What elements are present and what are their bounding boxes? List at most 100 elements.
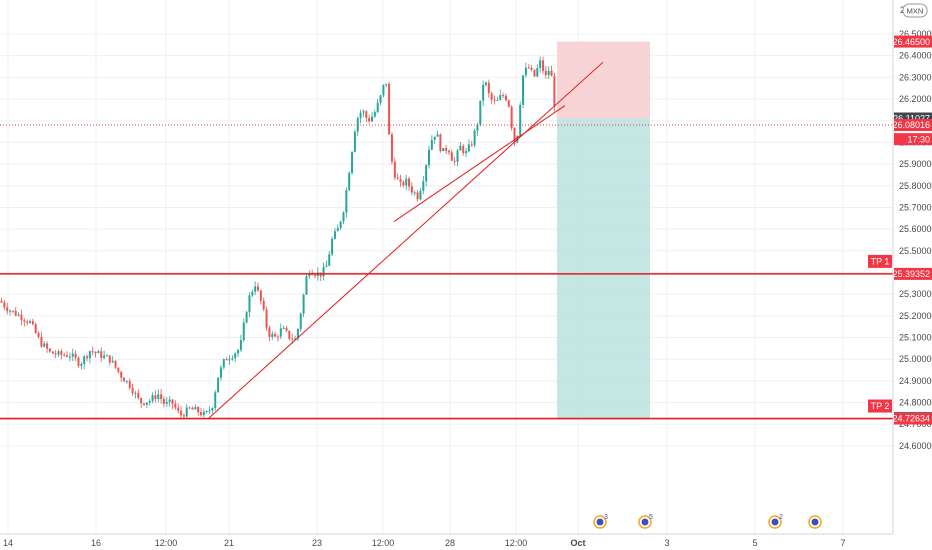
candle-body	[385, 83, 388, 85]
candle-body	[185, 407, 188, 417]
candle-body	[467, 144, 470, 152]
event-flag-icon	[771, 518, 779, 526]
candle-body	[493, 99, 496, 101]
candle-body	[237, 350, 240, 354]
candle-body	[202, 411, 205, 416]
trendline[interactable]	[393, 105, 566, 222]
candle-body	[9, 310, 12, 312]
candle-body	[339, 221, 342, 229]
candle-body	[504, 95, 507, 101]
candle-body	[542, 60, 544, 71]
candle-body	[376, 102, 379, 113]
candle-body	[43, 343, 46, 347]
candle-body	[485, 82, 487, 85]
candle-body	[522, 75, 525, 105]
x-tick-label: 14	[3, 538, 13, 548]
candle-body	[530, 67, 533, 70]
candle-body	[276, 336, 279, 338]
y-tick-label: 25.20000	[899, 311, 932, 321]
level-tag[interactable]: TP 2	[868, 399, 892, 413]
candle-body	[154, 395, 157, 399]
candle-body	[205, 410, 208, 412]
y-tick-label: 25.10000	[899, 333, 932, 343]
y-tick-label: 24.90000	[899, 376, 932, 386]
trendline[interactable]	[207, 61, 604, 420]
horizontal-levels[interactable]	[0, 273, 893, 420]
x-tick-label: 23	[312, 538, 322, 548]
candle-body	[94, 352, 97, 354]
candle-body	[17, 314, 20, 316]
candle-body	[536, 67, 539, 77]
time-axis[interactable]: 14 16 12:00 21 23 12:00 28 12:00 Oct 3 5 7	[0, 533, 932, 550]
candle-body	[117, 367, 120, 372]
axis-price-tag-label: 25.39352	[892, 269, 930, 279]
currency-badge[interactable]: MXN	[902, 3, 928, 18]
candle-body	[171, 399, 174, 404]
candle-body	[328, 254, 331, 266]
candle-body	[143, 403, 145, 405]
candle-body	[388, 83, 391, 135]
candle-body	[234, 353, 237, 359]
axis-price-tag: 24.72634	[892, 412, 932, 425]
candle-body	[439, 134, 442, 152]
candle-body	[46, 343, 49, 349]
candle-body	[131, 387, 134, 394]
candle-body	[459, 145, 462, 151]
y-tick-label: 25.80000	[899, 181, 932, 191]
event-markers[interactable]: 3 5 2	[593, 514, 822, 529]
candle-body	[396, 177, 399, 180]
level-tag[interactable]: TP 1	[868, 254, 892, 268]
candle-body	[527, 67, 530, 69]
x-tick-label: 21	[224, 538, 234, 548]
candle-body	[325, 265, 328, 268]
axis-price-tag: 26.08016	[892, 119, 932, 132]
event-marker[interactable]: 5	[638, 514, 653, 529]
candle-body	[180, 410, 183, 416]
candle-body	[197, 407, 200, 413]
candle-body	[428, 149, 430, 166]
event-marker[interactable]: 3	[593, 514, 608, 529]
candle-body	[502, 95, 505, 97]
candle-body	[433, 136, 436, 140]
event-marker[interactable]	[808, 515, 822, 529]
candle-body	[182, 415, 185, 417]
candle-body	[111, 360, 114, 363]
candle-body	[362, 111, 365, 113]
axis-price-tag-bg	[894, 133, 932, 146]
event-marker[interactable]: 2	[768, 514, 783, 529]
candle-body	[228, 359, 231, 361]
candle-body	[299, 313, 302, 329]
candle-body	[453, 160, 456, 162]
candle-body	[524, 67, 527, 76]
candle-body	[550, 70, 553, 77]
axis-price-tag-label: 17:30	[907, 134, 930, 144]
event-flag-icon	[596, 518, 604, 526]
candle-body	[91, 351, 94, 353]
candle-body	[331, 238, 334, 255]
y-tick-label: 26.40000	[899, 51, 932, 61]
candle-body	[242, 322, 245, 341]
axis-price-tag-label: 26.11027	[893, 114, 930, 124]
candle-body	[365, 111, 368, 118]
price-axis[interactable]: 26.5000026.4000026.3000026.2000026.10000…	[892, 0, 932, 534]
candle-body	[114, 360, 117, 368]
candle-body	[257, 286, 259, 291]
event-flag-icon	[641, 518, 649, 526]
short-position-box[interactable]	[557, 41, 650, 418]
x-tick-label: 5	[752, 538, 757, 548]
candle-body	[345, 190, 348, 213]
candle-body	[262, 300, 265, 310]
candle-body	[268, 327, 271, 337]
y-tick-label: 26.50000	[899, 29, 932, 39]
trendlines[interactable]	[207, 61, 604, 420]
candle-body	[405, 178, 408, 186]
y-tick-label: 26.20000	[899, 94, 932, 104]
candle-body	[333, 231, 336, 239]
candle-body	[120, 371, 123, 378]
level-labels[interactable]: TP 1 TP 2	[868, 254, 892, 413]
level-tag-bg	[868, 254, 892, 268]
x-tick-label: Oct	[570, 538, 585, 548]
axis-price-tag: 26.46500	[892, 35, 932, 48]
candle-body	[410, 186, 413, 193]
